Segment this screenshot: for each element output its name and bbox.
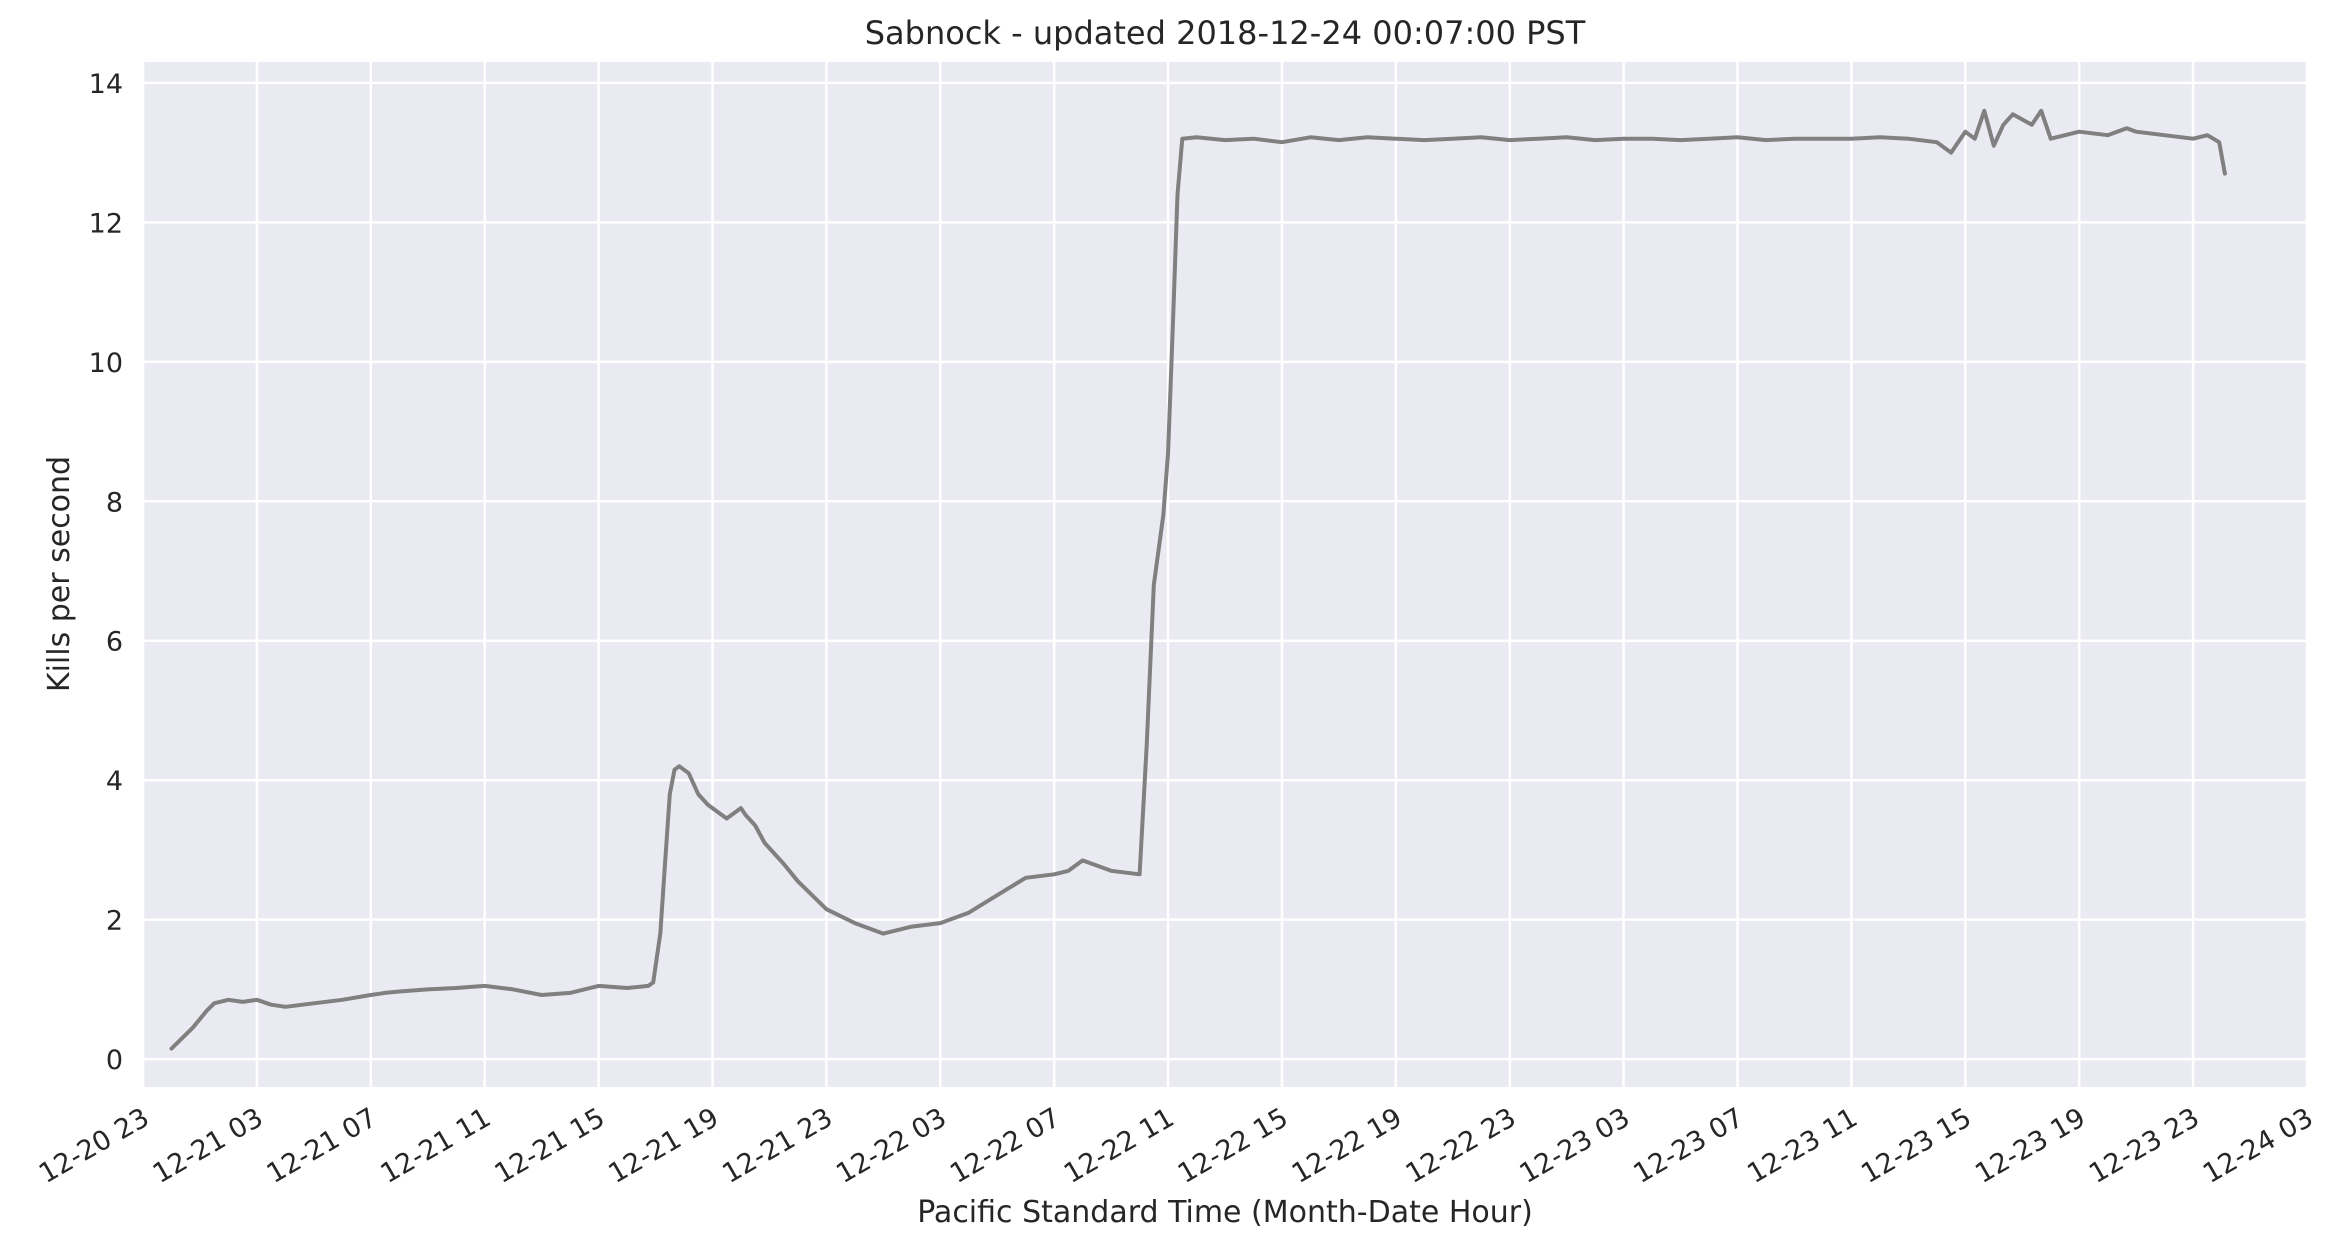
y-tick-label: 14	[89, 69, 123, 100]
y-tick-label: 10	[89, 348, 123, 379]
y-axis-ticks: 0 2 4 6 8 10 12 14	[89, 69, 123, 1076]
y-axis-label: Kills per second	[42, 456, 77, 692]
series-line	[169, 108, 2227, 1051]
series-lines	[169, 108, 2227, 1051]
y-tick-label: 0	[106, 1045, 123, 1076]
y-tick-label: 6	[106, 627, 123, 658]
y-tick-label: 2	[106, 906, 123, 937]
y-tick-label: 8	[106, 487, 123, 518]
y-tick-label: 4	[106, 766, 123, 797]
gridlines	[141, 62, 2309, 1087]
y-tick-label: 12	[89, 208, 123, 239]
x-axis-label: Pacific Standard Time (Month-Date Hour)	[917, 1195, 1533, 1230]
plot-area	[143, 62, 2307, 1087]
chart-title: Sabnock - updated 2018-12-24 00:07:00 PS…	[865, 14, 1586, 52]
